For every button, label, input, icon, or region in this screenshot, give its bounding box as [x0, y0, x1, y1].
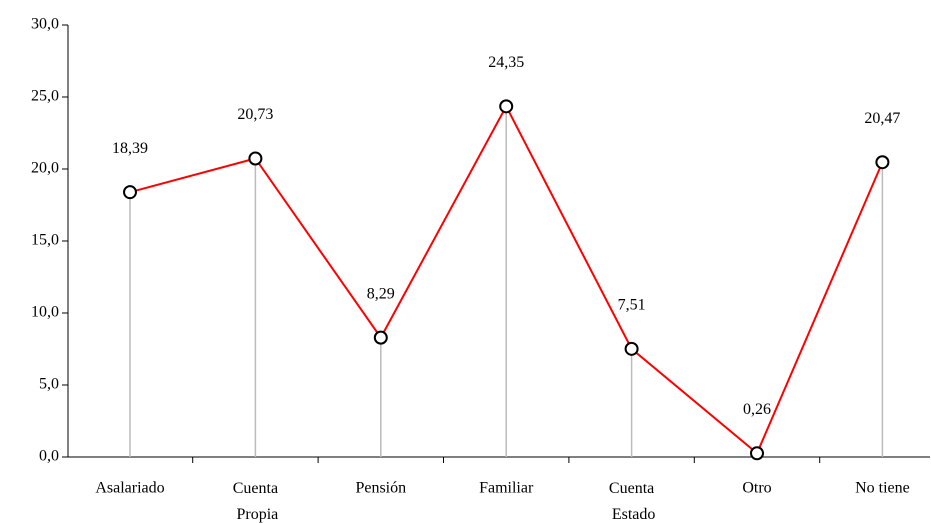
point	[750, 446, 764, 461]
y-tick-label: 15,0	[31, 232, 59, 249]
x-tick-label: Pensión	[355, 480, 406, 497]
point	[248, 151, 263, 166]
data-label: 0,26	[743, 401, 771, 418]
point	[373, 330, 388, 345]
data-label: 24,35	[488, 54, 524, 71]
data-label: 7,51	[618, 297, 646, 314]
x-tick-label: Otro	[742, 480, 771, 497]
y-tick-label: 20,0	[31, 160, 59, 177]
data-label: 18,39	[112, 140, 148, 157]
x-tick-label: Asalariado	[95, 480, 164, 497]
x-tick-label: Cuenta Propia	[233, 480, 279, 523]
data-label: 20,47	[864, 110, 900, 127]
y-tick-label: 30,0	[31, 16, 59, 33]
data-label: 8,29	[367, 285, 395, 302]
y-tick-label: 10,0	[31, 304, 59, 321]
point	[624, 341, 639, 356]
data-label: 20,73	[237, 106, 273, 123]
x-tick-label: No tiene	[855, 480, 910, 497]
x-tick-label: Familiar	[479, 480, 534, 497]
x-tick-label: Cuenta Estado	[608, 480, 656, 523]
y-tick-label: 0,0	[39, 448, 59, 465]
point	[123, 185, 137, 200]
y-tick-label: 25,0	[31, 88, 59, 105]
point	[875, 155, 890, 170]
point	[499, 99, 514, 114]
y-tick-label: 5,0	[39, 376, 59, 393]
